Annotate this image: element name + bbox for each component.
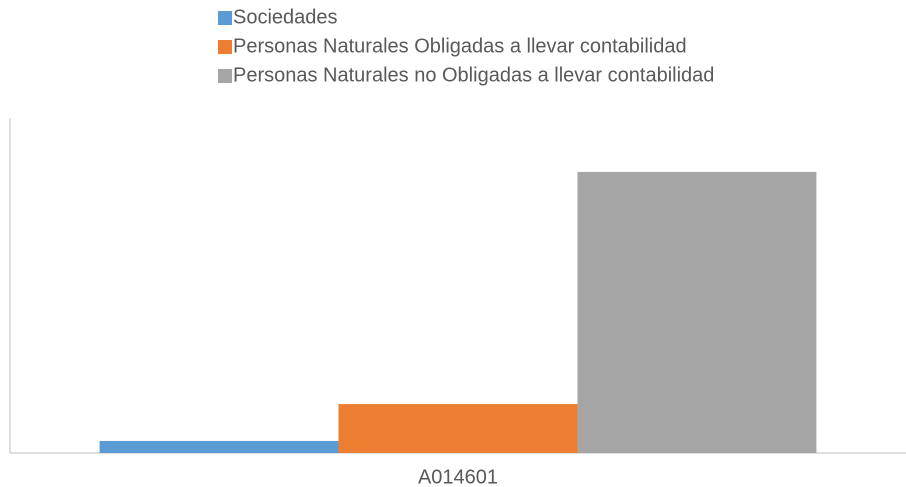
legend-label: Personas Naturales Obligadas a llevar co… xyxy=(233,35,687,57)
bar xyxy=(338,404,578,453)
bar xyxy=(99,440,339,453)
x-tick-label: A014601 xyxy=(418,466,498,487)
bar xyxy=(577,171,817,453)
legend-swatch xyxy=(218,40,232,54)
legend-swatch xyxy=(218,69,232,83)
legend-label: Sociedades xyxy=(233,6,338,28)
legend-label: Personas Naturales no Obligadas a llevar… xyxy=(233,64,714,86)
legend-swatch xyxy=(218,11,232,25)
